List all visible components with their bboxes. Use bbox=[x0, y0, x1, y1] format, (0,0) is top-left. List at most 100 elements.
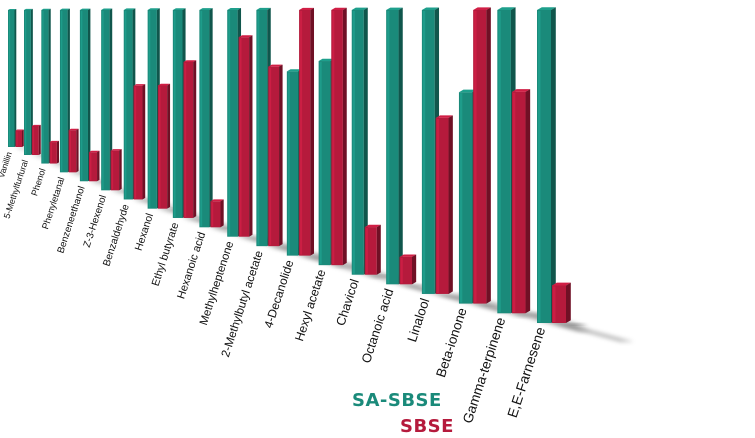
category-label: Beta-ionone bbox=[433, 306, 470, 379]
bar-side bbox=[97, 150, 100, 182]
bar-top bbox=[101, 8, 113, 10]
bar-top bbox=[256, 7, 271, 10]
bar-highlight bbox=[422, 11, 426, 293]
bar-sa-sbse bbox=[351, 7, 368, 275]
bar-sbse bbox=[473, 7, 491, 304]
legend-sa-sbse: SA-SBSE bbox=[352, 390, 442, 411]
bar-sbse bbox=[238, 35, 253, 237]
category-label: E,E-Farnesene bbox=[504, 325, 548, 420]
bar-highlight bbox=[498, 11, 501, 313]
bar-top bbox=[41, 8, 51, 10]
bar-side bbox=[38, 124, 41, 155]
bar-highlight bbox=[512, 92, 516, 313]
bar-side bbox=[30, 8, 33, 155]
bar-side bbox=[412, 254, 417, 285]
bar-sbse bbox=[364, 224, 381, 275]
bar-side bbox=[48, 8, 51, 164]
bar-front bbox=[79, 10, 88, 182]
bar-highlight bbox=[158, 86, 161, 208]
bar-top bbox=[435, 115, 453, 118]
bar-highlight bbox=[9, 11, 11, 146]
bar-top bbox=[147, 8, 160, 10]
bar-sbse bbox=[183, 60, 197, 218]
bar-sbse bbox=[68, 128, 79, 173]
bar-top bbox=[227, 8, 242, 10]
bar-side bbox=[279, 64, 283, 247]
bar-front bbox=[101, 10, 110, 191]
bar-front bbox=[299, 10, 311, 256]
bar-sbse bbox=[110, 149, 122, 191]
bar-front bbox=[147, 10, 157, 209]
bar-side bbox=[486, 7, 491, 304]
bar-highlight bbox=[16, 131, 18, 146]
bars bbox=[8, 7, 571, 323]
bar-top bbox=[68, 128, 79, 131]
bar-sa-sbse bbox=[386, 7, 403, 285]
bar-front bbox=[8, 10, 15, 147]
bar-side bbox=[310, 7, 315, 256]
bar-highlight bbox=[257, 11, 260, 246]
bar-side bbox=[249, 35, 253, 237]
bar-top bbox=[172, 8, 186, 10]
category-label: Chavicol bbox=[334, 277, 362, 327]
bar-sa-sbse bbox=[8, 8, 17, 148]
bar-shadow bbox=[566, 323, 589, 326]
category-label: Benzaldehyde bbox=[101, 203, 132, 268]
bar-highlight bbox=[32, 126, 35, 154]
bar-front bbox=[210, 201, 221, 228]
bar-highlight bbox=[352, 11, 355, 274]
bar-top bbox=[286, 69, 302, 72]
bar-highlight bbox=[60, 11, 63, 172]
bar-top bbox=[31, 124, 41, 126]
category-label: Z-3-Hexenol bbox=[82, 194, 109, 249]
bar-top bbox=[133, 84, 146, 86]
bar-front bbox=[123, 10, 133, 200]
legend-sbse: SBSE bbox=[400, 416, 454, 437]
category-label: Phenyletanal bbox=[39, 176, 66, 231]
bar-front bbox=[268, 66, 280, 247]
bar-top bbox=[399, 254, 417, 257]
bar-sa-sbse bbox=[79, 8, 91, 182]
bar-highlight bbox=[200, 11, 203, 227]
bar-sbse bbox=[511, 89, 531, 314]
bar-highlight bbox=[25, 11, 27, 154]
bar-front bbox=[110, 150, 120, 191]
bar-top bbox=[552, 282, 571, 286]
bar-top bbox=[386, 7, 403, 10]
bar-sa-sbse bbox=[59, 8, 70, 173]
bar-top bbox=[49, 140, 60, 143]
bar-top bbox=[157, 83, 171, 86]
bar-top bbox=[238, 35, 253, 38]
bar-sa-sbse bbox=[537, 7, 556, 323]
bar-sbse bbox=[31, 124, 41, 155]
bar-top bbox=[497, 7, 516, 10]
bar-side bbox=[220, 199, 224, 228]
bar-sbse bbox=[268, 64, 283, 247]
bar-side bbox=[448, 115, 453, 294]
category-label: Methylheptenone bbox=[198, 240, 236, 327]
bar-highlight bbox=[459, 93, 463, 303]
bar-front bbox=[238, 37, 250, 237]
bar-sbse bbox=[435, 115, 453, 294]
bar-front bbox=[227, 10, 238, 237]
bar-top bbox=[59, 8, 70, 10]
bar-top bbox=[268, 64, 283, 67]
bar-highlight bbox=[319, 62, 322, 265]
bar-highlight bbox=[173, 11, 176, 217]
bar-sbse bbox=[552, 282, 571, 323]
bar-front bbox=[88, 152, 98, 182]
bar-top bbox=[79, 8, 91, 10]
bar-highlight bbox=[436, 118, 440, 293]
bar-side bbox=[525, 89, 531, 314]
bar-highlight bbox=[89, 153, 92, 181]
bar-front bbox=[59, 10, 68, 173]
bar-front bbox=[331, 10, 343, 266]
bar-front bbox=[24, 10, 31, 155]
bar-side bbox=[142, 84, 146, 200]
bar-sbse bbox=[157, 83, 171, 209]
bar-highlight bbox=[111, 151, 114, 190]
bar-highlight bbox=[80, 11, 83, 181]
bar-front bbox=[157, 85, 168, 209]
bar-sbse bbox=[15, 129, 24, 147]
